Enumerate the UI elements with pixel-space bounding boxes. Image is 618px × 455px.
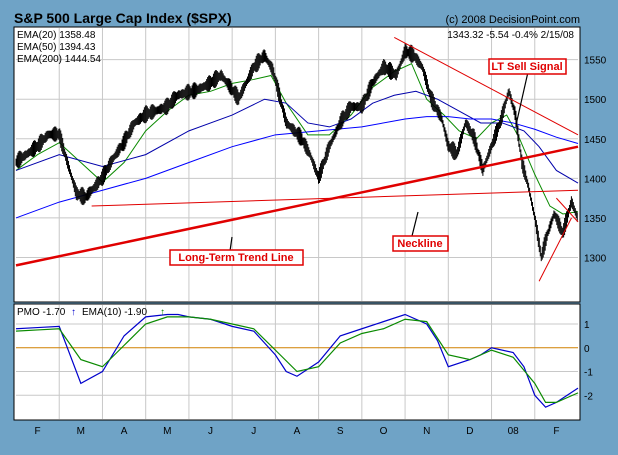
- line-long-term-trend-line: [15, 145, 579, 267]
- price-y-tick-label: 1500: [584, 95, 607, 106]
- trend-line-pointer: [229, 236, 233, 252]
- series-ema-20-: [15, 62, 579, 215]
- price-quote: 1343.32 -5.54 -0.4% 2/15/08: [447, 30, 574, 41]
- price-y-tick-label: 1400: [584, 174, 607, 185]
- price-y-tick-label: 1300: [584, 253, 607, 264]
- x-tick-label: M: [163, 426, 171, 437]
- trend-line-label: Long-Term Trend Line: [169, 236, 304, 266]
- price-y-tick-label: 1450: [584, 135, 607, 146]
- lt-sell-box: [488, 58, 567, 75]
- price-y-axis: 1300 1350 1400 1450 1500 1550: [584, 56, 607, 265]
- lt-sell-text: LT Sell Signal: [491, 61, 562, 73]
- x-tick-label: 08: [508, 426, 520, 437]
- pmo-y-tick-label: -2: [584, 391, 593, 402]
- x-tick-label: F: [553, 426, 559, 437]
- lt-sell-signal-label: LT Sell Signal: [488, 58, 567, 126]
- pmo-y-tick-label: 0: [584, 344, 590, 355]
- pmo-panel: [13, 303, 581, 421]
- x-tick-label: A: [294, 426, 301, 437]
- legend-ema50: EMA(50) 1394.43: [17, 42, 96, 53]
- x-tick-label: N: [423, 426, 430, 437]
- credit-text: (c) 2008 DecisionPoint.com: [445, 14, 580, 26]
- legend-pmo: PMO -1.70: [17, 307, 66, 318]
- pmo-arrow-icon: ↑: [71, 307, 76, 318]
- x-tick-label: M: [77, 426, 85, 437]
- pmo-y-tick-label: 1: [584, 320, 590, 331]
- x-tick-label: J: [251, 426, 256, 437]
- line-lt-sell-resistance: [394, 37, 579, 136]
- neckline-label: Neckline: [392, 211, 449, 252]
- lt-sell-pointer: [515, 71, 529, 126]
- legend-ema200: EMA(200) 1444.54: [17, 54, 101, 65]
- trend-line-box: [169, 249, 304, 266]
- chart-title: S&P 500 Large Cap Index ($SPX): [14, 10, 232, 26]
- line-resistance: [556, 197, 579, 223]
- x-tick-label: J: [208, 426, 213, 437]
- neckline-text: Neckline: [397, 238, 442, 250]
- ema10-arrow-icon: ↑: [160, 307, 165, 318]
- price-series-group: [15, 37, 579, 282]
- legend-ema20: EMA(20) 1358.48: [17, 30, 96, 41]
- price-plot-area: [15, 37, 579, 282]
- line-neckline: [91, 189, 579, 207]
- x-tick-label: D: [466, 426, 473, 437]
- x-tick-label: S: [337, 426, 344, 437]
- x-tick-label: A: [121, 426, 128, 437]
- pmo-y-axis: -2 -1 0 1: [584, 320, 593, 402]
- pmo-y-tick-label: -1: [584, 368, 593, 379]
- price-y-tick-label: 1550: [584, 56, 607, 67]
- line-support: [538, 217, 572, 282]
- price-y-tick-label: 1350: [584, 214, 607, 225]
- legend-ema10: EMA(10) -1.90: [82, 307, 147, 318]
- series-pmo: [15, 313, 579, 408]
- pmo-series-group: [15, 313, 579, 408]
- series-ema-10-: [15, 316, 579, 403]
- neckline-box: [392, 235, 449, 252]
- x-axis-labels: F M A M J J A S O N D 08 F: [35, 426, 560, 437]
- price-bars: [15, 43, 578, 262]
- neckline-pointer: [411, 211, 419, 237]
- trend-line-text: Long-Term Trend Line: [178, 252, 293, 264]
- x-tick-label: O: [380, 426, 388, 437]
- x-tick-label: F: [35, 426, 41, 437]
